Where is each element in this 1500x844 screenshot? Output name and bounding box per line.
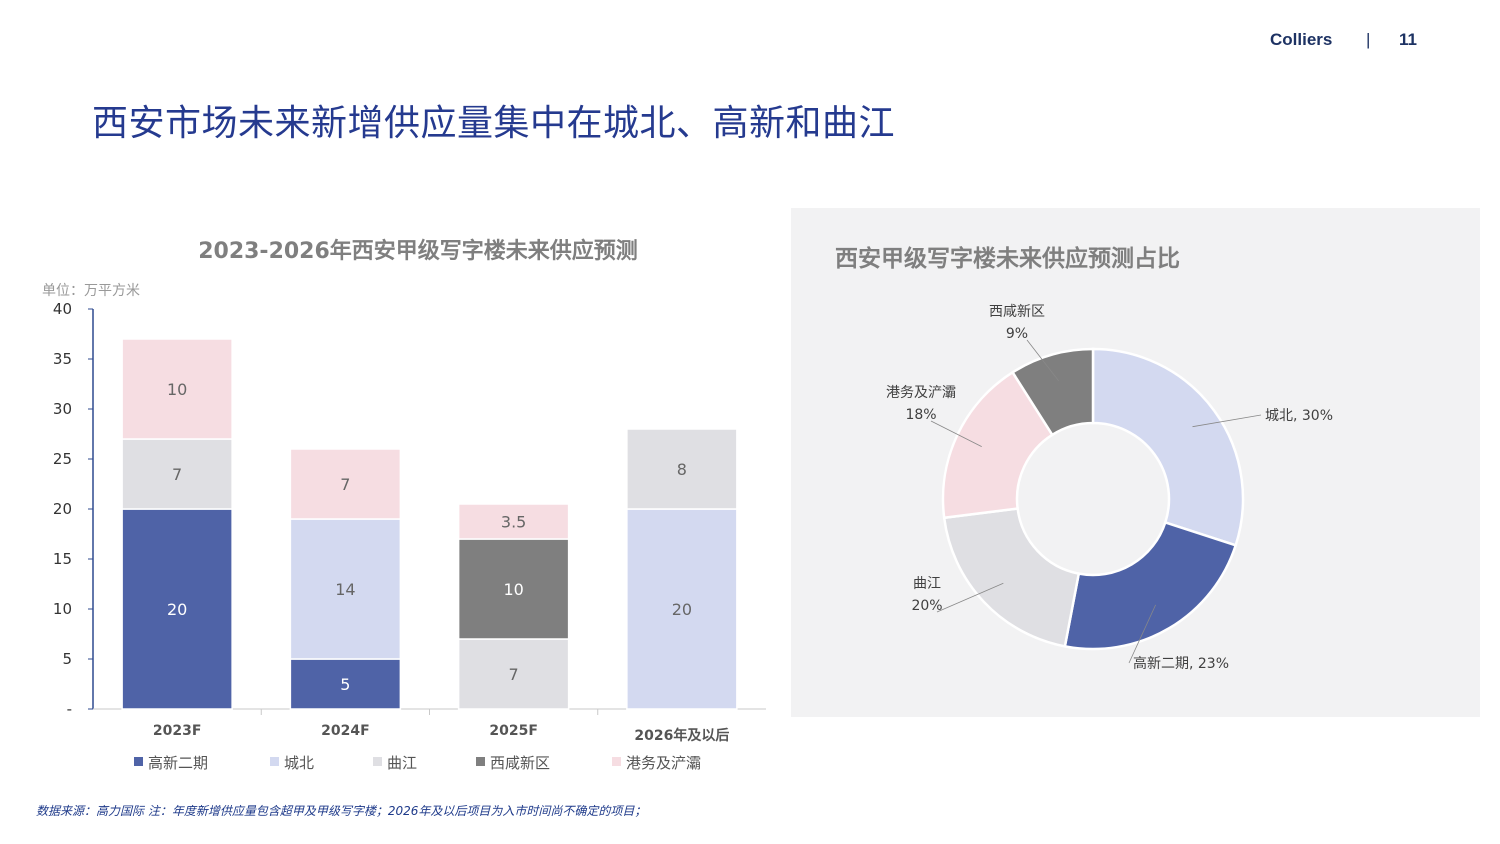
legend-swatch bbox=[270, 757, 279, 766]
bar-data-label: 10 bbox=[167, 380, 187, 399]
bar-segment bbox=[121, 338, 233, 440]
bar-segment bbox=[626, 428, 738, 510]
donut-slice-label: 港务及浐灞 bbox=[886, 385, 956, 401]
legend-swatch bbox=[373, 757, 382, 766]
x-category-label: 2023F bbox=[153, 723, 202, 739]
legend-swatch bbox=[612, 757, 621, 766]
donut-slice-label: 西咸新区 bbox=[989, 304, 1045, 320]
donut-slice-label: 20% bbox=[911, 598, 942, 614]
bar-data-label: 7 bbox=[172, 465, 182, 484]
donut-slice bbox=[1091, 347, 1245, 547]
donut-slice-label: 高新二期, 23% bbox=[1133, 655, 1229, 672]
bar-data-label: 7 bbox=[509, 665, 519, 684]
x-category-label: 2026年及以后 bbox=[634, 727, 729, 744]
donut-slice-label: 曲江 bbox=[913, 576, 941, 592]
y-tick-label: 40 bbox=[53, 300, 72, 318]
y-tick-label: 15 bbox=[53, 550, 72, 568]
bar-segment bbox=[289, 658, 402, 710]
donut-slice bbox=[942, 507, 1081, 648]
brand-logo: Colliers bbox=[1270, 30, 1333, 49]
donut-leader-line bbox=[1192, 414, 1262, 428]
header-separator: | bbox=[1366, 30, 1371, 49]
page-number: 11 bbox=[1399, 30, 1417, 49]
legend-label: 港务及浐灞 bbox=[626, 754, 701, 772]
x-category-label: 2024F bbox=[321, 723, 370, 739]
bar-segment bbox=[457, 538, 570, 640]
bar-data-label: 8 bbox=[677, 460, 687, 479]
stacked-bar-chart: 2023-2026年西安甲级写字楼未来供应预测单位：万平方米-510152025… bbox=[42, 238, 766, 772]
y-tick-label: - bbox=[67, 700, 72, 718]
donut-leader-line bbox=[930, 420, 982, 447]
bar-segment bbox=[289, 518, 402, 660]
bar-data-label: 20 bbox=[672, 600, 692, 619]
donut-leader-line bbox=[1026, 339, 1060, 382]
bar-chart-title: 2023-2026年西安甲级写字楼未来供应预测 bbox=[198, 238, 638, 264]
donut-slice bbox=[941, 370, 1055, 520]
bar-data-label: 3.5 bbox=[501, 513, 526, 532]
y-tick-label: 10 bbox=[53, 600, 72, 618]
legend-swatch bbox=[476, 757, 485, 766]
donut-chart-title: 西安甲级写字楼未来供应预测占比 bbox=[835, 245, 1180, 272]
legend-label: 曲江 bbox=[387, 754, 417, 772]
donut-leader-line bbox=[1128, 604, 1156, 664]
page-title: 西安市场未来新增供应量集中在城北、高新和曲江 bbox=[92, 103, 896, 144]
y-tick-label: 25 bbox=[53, 450, 72, 468]
bar-chart-unit: 单位：万平方米 bbox=[42, 283, 140, 299]
y-tick-label: 5 bbox=[62, 650, 72, 668]
bar-segment bbox=[626, 508, 738, 710]
y-tick-label: 30 bbox=[53, 400, 72, 418]
y-tick-label: 35 bbox=[53, 350, 72, 368]
bar-segment bbox=[457, 638, 570, 710]
donut-slice bbox=[1063, 520, 1238, 651]
y-tick-label: 20 bbox=[53, 500, 72, 518]
bar-data-label: 7 bbox=[340, 475, 350, 494]
bar-segment bbox=[457, 503, 570, 540]
bar-data-label: 10 bbox=[503, 580, 523, 599]
donut-slice-label: 18% bbox=[905, 407, 936, 423]
bar-segment bbox=[121, 438, 233, 510]
bar-data-label: 20 bbox=[167, 600, 187, 619]
bar-segment bbox=[289, 448, 402, 520]
donut-slice-label: 城北, 30% bbox=[1265, 408, 1333, 424]
donut-leader-line bbox=[936, 582, 1004, 613]
footnote: 数据来源：高力国际 注：年度新增供应量包含超甲及甲级写字楼；2026年及以后项目… bbox=[36, 804, 647, 818]
bar-segment bbox=[121, 508, 233, 710]
x-category-label: 2025F bbox=[489, 723, 538, 739]
donut-slice bbox=[1010, 347, 1095, 437]
legend-label: 西咸新区 bbox=[490, 754, 550, 772]
bar-data-label: 5 bbox=[340, 675, 350, 694]
legend-label: 城北 bbox=[284, 754, 314, 772]
legend-label: 高新二期 bbox=[148, 754, 208, 772]
bar-data-label: 14 bbox=[335, 580, 355, 599]
donut-slice-label: 9% bbox=[1006, 326, 1028, 342]
legend-swatch bbox=[134, 757, 143, 766]
